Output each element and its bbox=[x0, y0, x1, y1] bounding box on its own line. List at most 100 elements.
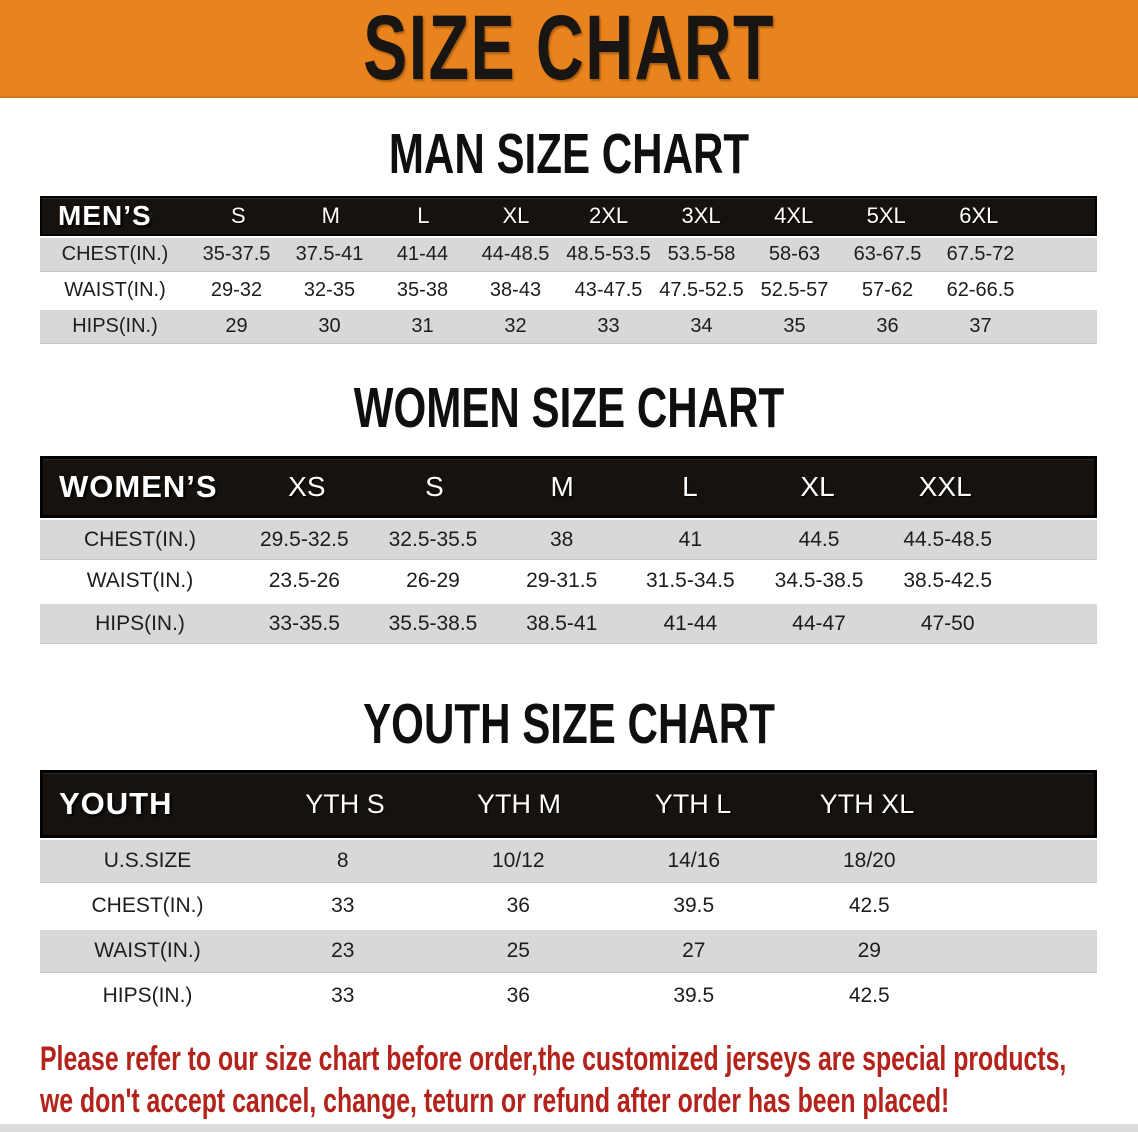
measurement-value: 44-48.5 bbox=[481, 243, 550, 265]
size-column-header: YTH M bbox=[477, 788, 561, 819]
size-column-header: S bbox=[425, 471, 444, 502]
measurement-value: 14/16 bbox=[667, 849, 721, 872]
measurement-value: 58-63 bbox=[768, 243, 821, 265]
measurement-value: 36 bbox=[876, 315, 899, 337]
table-header-band: WOMEN’S XS S M L XL XXL bbox=[40, 456, 1097, 518]
measurement-value: 35-37.5 bbox=[202, 243, 271, 265]
row-label: CHEST(IN.) bbox=[84, 527, 196, 551]
measurement-value: 29-32 bbox=[210, 278, 263, 301]
measurement-value: 23.5-26 bbox=[268, 569, 340, 592]
size-column-header: YTH XL bbox=[819, 788, 915, 819]
measurement-value: 37.5-41 bbox=[295, 243, 364, 265]
row-label: CHEST(IN.) bbox=[61, 243, 169, 265]
measurement-value: 38 bbox=[550, 527, 574, 551]
womens-size-table: WOMEN’S XS S M L XL XXL CHEST(IN.) 29.5-32.5 32.5… bbox=[40, 456, 1097, 644]
table-header-band: YOUTH YTH S YTH M YTH L YTH XL bbox=[40, 770, 1097, 838]
measurement-value: 33 bbox=[331, 983, 355, 1007]
size-column-header: M bbox=[321, 203, 340, 228]
table-row: WAIST(IN.) 29-32 32-35 35-38 38-43 43-47.5 47.… bbox=[40, 272, 1097, 308]
measurement-value: 27 bbox=[682, 939, 706, 962]
size-column-header: L bbox=[417, 203, 430, 228]
measurement-value: 41-44 bbox=[396, 243, 449, 265]
measurement-value: 37 bbox=[969, 315, 992, 337]
measurement-value: 35-38 bbox=[396, 278, 449, 301]
measurement-value: 38-43 bbox=[489, 278, 542, 301]
table-group-label: WOMEN’S bbox=[59, 469, 218, 504]
size-column-header: 6XL bbox=[959, 203, 999, 228]
table-row: HIPS(IN.) 33-35.5 35.5-38.5 38.5-41 41-44 44-… bbox=[40, 602, 1097, 644]
size-column-header: M bbox=[550, 471, 574, 502]
size-column-header: XS bbox=[288, 471, 326, 502]
measurement-value: 41-44 bbox=[663, 611, 718, 635]
measurement-value: 32 bbox=[504, 315, 527, 337]
table-row: HIPS(IN.) 33 36 39.5 42.5 bbox=[40, 973, 1097, 1018]
size-column-header: 3XL bbox=[681, 203, 721, 228]
measurement-value: 44-47 bbox=[792, 611, 846, 635]
row-label: WAIST(IN.) bbox=[86, 569, 194, 592]
disclaimer-line-1: Please refer to our size chart before or… bbox=[40, 1040, 1067, 1078]
youth-size-table: YOUTH YTH S YTH M YTH L YTH XL U.S.SIZE 8 10/12… bbox=[40, 770, 1097, 1018]
row-label: U.S.SIZE bbox=[103, 849, 192, 872]
size-column-header: YTH S bbox=[305, 788, 385, 819]
size-column-header: XL bbox=[800, 471, 835, 502]
measurement-value: 29-31.5 bbox=[526, 569, 598, 592]
measurement-value: 31 bbox=[411, 315, 434, 337]
measurement-value: 25 bbox=[506, 939, 530, 962]
measurement-value: 39.5 bbox=[673, 983, 715, 1007]
table-row: CHEST(IN.) 33 36 39.5 42.5 bbox=[40, 883, 1097, 928]
measurement-value: 57-62 bbox=[861, 278, 914, 301]
table-row: CHEST(IN.) 35-37.5 37.5-41 41-44 44-48.5 48.5… bbox=[40, 236, 1097, 272]
size-column-header: XL bbox=[502, 203, 530, 228]
measurement-value: 36 bbox=[506, 983, 530, 1007]
table-row: HIPS(IN.) 29 30 31 32 33 34 35 36 37 bbox=[40, 308, 1097, 344]
measurement-value: 48.5-53.5 bbox=[566, 243, 651, 265]
measurement-value: 36 bbox=[506, 893, 530, 917]
women-size-chart-heading: WOMEN SIZE CHART bbox=[0, 379, 1138, 438]
measurement-value: 44.5-48.5 bbox=[903, 527, 993, 551]
measurement-value: 31.5-34.5 bbox=[645, 569, 735, 592]
measurement-value: 42.5 bbox=[848, 983, 890, 1007]
order-disclaimer: Please refer to our size chart before or… bbox=[40, 1038, 1138, 1122]
size-column-header: 2XL bbox=[588, 203, 629, 228]
measurement-value: 35 bbox=[783, 315, 806, 337]
measurement-value: 44.5 bbox=[798, 527, 840, 551]
measurement-value: 35.5-38.5 bbox=[388, 611, 478, 635]
measurement-value: 30 bbox=[318, 315, 341, 337]
measurement-value: 23 bbox=[331, 939, 355, 962]
measurement-value: 29 bbox=[857, 939, 881, 962]
table-header-band: MEN’S S M L XL 2XL 3XL 4XL 5XL 6XL bbox=[40, 196, 1097, 236]
row-label: WAIST(IN.) bbox=[64, 278, 166, 301]
measurement-value: 26-29 bbox=[406, 569, 460, 592]
measurement-value: 38.5-41 bbox=[526, 611, 598, 635]
measurement-value: 47.5-52.5 bbox=[659, 278, 744, 301]
measurement-value: 63-67.5 bbox=[853, 243, 922, 265]
size-chart-title: SIZE CHART bbox=[363, 0, 775, 99]
size-column-header: XXL bbox=[918, 471, 972, 502]
size-column-header: S bbox=[230, 203, 246, 228]
man-size-chart-heading: MAN SIZE CHART bbox=[0, 125, 1138, 184]
size-column-header: 5XL bbox=[866, 203, 906, 228]
size-column-header: YTH L bbox=[654, 788, 732, 819]
measurement-value: 34 bbox=[690, 315, 713, 337]
measurement-value: 18/20 bbox=[842, 849, 896, 872]
measurement-value: 38.5-42.5 bbox=[903, 569, 993, 592]
measurement-value: 33 bbox=[331, 893, 355, 917]
table-row: CHEST(IN.) 29.5-32.5 32.5-35.5 38 41 44.5 44.5… bbox=[40, 518, 1097, 560]
row-label: HIPS(IN.) bbox=[102, 983, 193, 1007]
table-row: WAIST(IN.) 23.5-26 26-29 29-31.5 31.5-34.5 34… bbox=[40, 560, 1097, 602]
measurement-value: 32-35 bbox=[303, 278, 356, 301]
measurement-value: 32.5-35.5 bbox=[388, 527, 478, 551]
measurement-value: 33 bbox=[597, 315, 620, 337]
size-column-header: L bbox=[682, 471, 698, 502]
measurement-value: 34.5-38.5 bbox=[774, 569, 864, 592]
size-column-header: 4XL bbox=[774, 203, 814, 228]
measurement-value: 29 bbox=[225, 315, 248, 337]
measurement-value: 10/12 bbox=[491, 849, 545, 872]
bottom-edge-strip bbox=[0, 1124, 1138, 1132]
row-label: HIPS(IN.) bbox=[72, 315, 158, 337]
youth-size-chart-heading-text: YOUTH SIZE CHART bbox=[363, 692, 775, 756]
youth-size-chart-heading: YOUTH SIZE CHART bbox=[0, 692, 1138, 756]
table-group-label: MEN’S bbox=[58, 200, 152, 231]
mens-size-table: MEN’S S M L XL 2XL 3XL 4XL 5XL 6XL CHEST(IN.) 35-37… bbox=[40, 196, 1097, 344]
measurement-value: 42.5 bbox=[848, 893, 890, 917]
